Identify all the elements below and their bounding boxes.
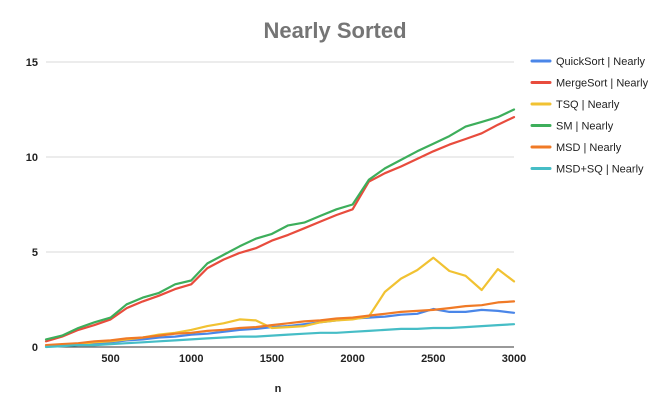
x-tick-label: 500	[101, 353, 119, 365]
legend-label: SM | Nearly	[556, 121, 614, 133]
x-tick-label: 1500	[260, 353, 284, 365]
y-tick-label: 15	[26, 57, 38, 69]
x-tick-label: 3000	[502, 353, 526, 365]
x-tick-label: 2000	[340, 353, 364, 365]
series-line-3	[44, 256, 516, 348]
legend-label: MSD | Nearly	[556, 142, 622, 154]
plot-area	[44, 108, 516, 349]
series-line-4	[44, 108, 516, 341]
x-axis-label: n	[275, 383, 282, 395]
legend-label: TSQ | Nearly	[556, 99, 620, 111]
series-line-2	[44, 115, 516, 343]
chart-title: Nearly Sorted	[263, 18, 406, 43]
y-tick-label: 0	[32, 342, 38, 354]
legend: QuickSort | Nearly MergeSort | Nearly TSQ …	[530, 56, 649, 176]
x-axis: 500 1000 1500 2000 2500 3000	[101, 353, 526, 365]
series-line-5	[44, 300, 516, 347]
y-tick-label: 10	[26, 152, 38, 164]
legend-label: MSD+SQ | Nearly	[556, 164, 644, 176]
legend-label: QuickSort | Nearly	[556, 56, 646, 68]
series-line-6	[44, 323, 516, 349]
y-axis: 0 5 10 15	[26, 57, 38, 354]
y-tick-label: 5	[32, 247, 38, 259]
legend-label: MergeSort | Nearly	[556, 78, 649, 90]
x-tick-label: 1000	[179, 353, 203, 365]
grid	[46, 61, 514, 348]
x-tick-label: 2500	[421, 353, 445, 365]
